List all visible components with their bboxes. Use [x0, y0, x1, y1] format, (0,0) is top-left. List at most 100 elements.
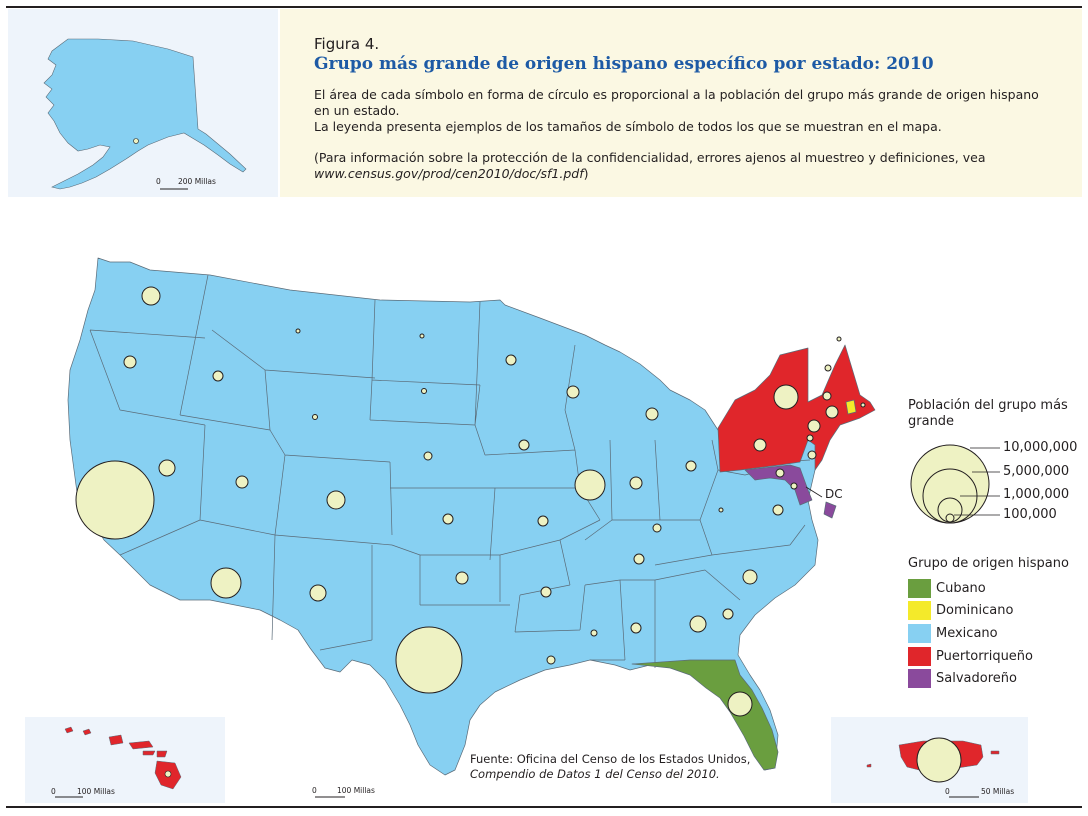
hawaii-inset: 0 100 Millas: [25, 717, 225, 803]
circle-wyoming: [312, 414, 318, 420]
legend-label-dominicano: Dominicano: [936, 602, 1014, 618]
circle-washington: [141, 286, 161, 306]
legend-item-mexicano: Mexicano: [908, 623, 998, 643]
legend-item-puertorriqueno: Puertorriqueño: [908, 646, 1033, 666]
hawaii-circle: [164, 770, 172, 778]
circle-ohio: [685, 460, 697, 472]
mainland-scale-zero: 0: [312, 786, 317, 795]
circle-massachusetts: [825, 405, 839, 419]
puerto-rico-inset: 0 50 Millas: [831, 717, 1028, 803]
circle-alabama: [630, 622, 642, 634]
circle-montana: [295, 328, 301, 334]
figure-label: Figura 4.: [314, 35, 380, 53]
circle-illinois: [574, 469, 606, 501]
legend-item-dominicano: Dominicano: [908, 600, 1013, 620]
circle-california: [75, 460, 155, 540]
circle-texas: [395, 626, 463, 694]
circle-florida: [727, 691, 753, 717]
swatch-salvadoreno: [908, 668, 931, 688]
size-legend-leaders: [954, 447, 1000, 516]
legend-item-salvadoreno: Salvadoreño: [908, 668, 1017, 688]
dc-leader: [805, 486, 823, 498]
population-circles: [75, 286, 866, 717]
circle-maine: [836, 336, 842, 342]
figure-title: Grupo más grande de origen hispano espec…: [314, 54, 934, 74]
legend-label-puertorriqueno: Puertorriqueño: [936, 648, 1033, 664]
circle-mississippi: [590, 629, 598, 637]
swatch-puertorriqueno: [908, 646, 931, 666]
pr-scale-zero: 0: [945, 787, 950, 796]
circle-nevada: [158, 459, 176, 477]
circle-louisiana: [546, 655, 556, 665]
circle-south-carolina: [722, 608, 734, 620]
swatch-mexicano: [908, 623, 931, 643]
circle-minnesota: [505, 354, 517, 366]
figure-description: El área de cada símbolo en forma de círc…: [314, 87, 1054, 135]
maryland-salvadoran: [744, 464, 813, 506]
circle-iowa: [518, 439, 530, 451]
description-line-2: La leyenda presenta ejemplos de los tama…: [314, 119, 942, 134]
circle-new-hampshire: [822, 391, 832, 401]
legend-size-10m: 10,000,000: [1003, 440, 1078, 455]
legend-size-5m: 5,000,000: [1003, 464, 1070, 479]
mainland-scale: 0 100 Millas: [312, 786, 375, 798]
dc-salvadoran: [823, 501, 837, 519]
hawaii-maui: [156, 750, 168, 758]
rhode-island-dominican: [845, 399, 857, 415]
description-line-1: El área de cada símbolo en forma de círc…: [314, 87, 1039, 118]
figure-note: (Para información sobre la protección de…: [314, 150, 1054, 182]
alaska-shape: [43, 38, 247, 190]
legend-label-mexicano: Mexicano: [936, 625, 998, 641]
circle-utah: [235, 475, 249, 489]
circle-new-york: [773, 384, 799, 410]
mona-shape: [866, 763, 872, 768]
alaska-map: 0 200 Millas: [43, 38, 247, 190]
circle-vermont: [824, 364, 832, 372]
circle-georgia: [689, 615, 707, 633]
puerto-rico-map: 0 50 Millas: [866, 737, 1014, 798]
circle-oregon: [123, 355, 137, 369]
circle-west-virginia: [718, 507, 724, 513]
circle-delaware: [807, 450, 817, 460]
hawaii-scale-label: 100 Millas: [77, 787, 115, 796]
circle-nebraska: [423, 451, 433, 461]
alaska-scale-label: 200 Millas: [178, 177, 216, 186]
alaska-inset: 0 200 Millas: [8, 9, 278, 197]
hawaii-map: 0 100 Millas: [51, 726, 182, 798]
circle-north-carolina: [742, 569, 758, 585]
circle-missouri: [537, 515, 549, 527]
alaska-scale-zero: 0: [156, 177, 161, 186]
circle-south-dakota: [421, 388, 427, 394]
source-line-2: Compendio de Datos 1 del Censo del 2010.: [470, 767, 720, 781]
circle-virginia-2: [772, 504, 784, 516]
circle-arkansas: [540, 586, 552, 598]
legend-size-1m: 1,000,000: [1003, 487, 1070, 502]
legend-label-salvadoreno: Salvadoreño: [936, 670, 1017, 686]
note-suffix: ): [583, 166, 589, 181]
hawaii-molokai: [128, 740, 154, 750]
circle-new-jersey: [807, 419, 821, 433]
legend-group-title: Grupo de origen hispano: [908, 556, 1069, 571]
circle-maryland: [775, 468, 785, 478]
swatch-dominicano: [908, 600, 931, 620]
pr-scale-label: 50 Millas: [981, 787, 1014, 796]
circle-wisconsin: [566, 385, 580, 399]
legend-size-title: Población del grupo más grande: [908, 398, 1068, 429]
circle-idaho: [212, 370, 224, 382]
top-rule: [6, 6, 1082, 8]
note-url[interactable]: www.census.gov/prod/cen2010/doc/sf1.pdf: [314, 166, 584, 181]
circle-tennessee: [633, 553, 645, 565]
source-line-1: Fuente: Oficina del Censo de los Estados…: [470, 752, 751, 766]
circle-arizona: [210, 567, 242, 599]
hawaii-scale-zero: 0: [51, 787, 56, 796]
vieques-shape: [990, 750, 1000, 755]
source-note: Fuente: Oficina del Censo de los Estados…: [470, 752, 750, 782]
dc-label: DC: [825, 487, 843, 501]
figure-header: Figura 4. Grupo más grande de origen his…: [280, 9, 1082, 197]
circle-north-dakota: [419, 333, 425, 339]
circle-kentucky: [652, 523, 662, 533]
note-prefix: (Para información sobre la protección de…: [314, 150, 986, 165]
bottom-rule: [6, 806, 1082, 808]
mainland-scale-label: 100 Millas: [337, 786, 375, 795]
